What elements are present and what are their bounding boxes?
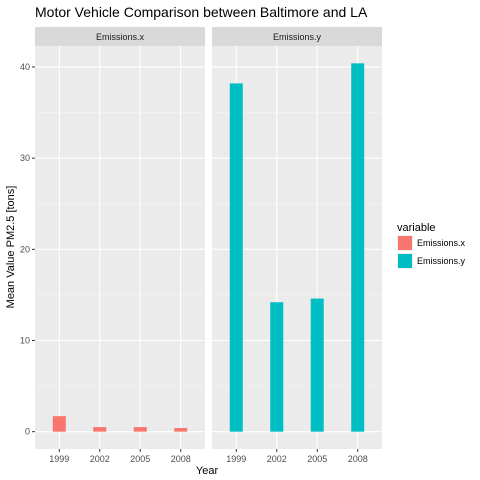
facet-strip — [35, 27, 205, 46]
y-tick-label: 30 — [20, 153, 30, 163]
bar — [270, 302, 284, 432]
facet-strip-label: Emissions.x — [96, 32, 145, 42]
x-tick-label: 2005 — [307, 454, 327, 464]
y-tick-label: 0 — [25, 427, 30, 437]
facet-panels: Emissions.x 1999 2002 2005 2008 Emissions.y 19… — [20, 27, 382, 464]
x-axis-title: Year — [196, 465, 219, 477]
x-tick-label: 2008 — [348, 454, 368, 464]
bar — [52, 416, 66, 432]
facet-strip-label: Emissions.y — [273, 32, 322, 42]
bar — [93, 427, 107, 432]
x-tick-label: 2008 — [171, 454, 191, 464]
legend-swatch — [398, 236, 412, 250]
facet-panel: Emissions.y 1999 2002 2005 2008 — [212, 27, 382, 464]
legend-swatch — [398, 254, 412, 268]
bar — [229, 83, 243, 432]
x-tick-label: 2005 — [130, 454, 150, 464]
x-tick-label: 2002 — [267, 454, 287, 464]
y-axis-title: Mean Value PM2.5 [tons] — [5, 186, 17, 309]
plot-panel — [35, 46, 205, 449]
x-tick-label: 2002 — [90, 454, 110, 464]
facet-panel: Emissions.x 1999 2002 2005 2008 — [35, 27, 205, 464]
legend-label: Emissions.y — [417, 256, 466, 266]
facet-strip — [212, 27, 382, 46]
y-tick-label: 10 — [20, 336, 30, 346]
bar — [133, 427, 147, 432]
legend-title: variable — [397, 222, 436, 234]
y-axis: 0 10 20 30 40 — [20, 62, 35, 437]
bar — [174, 428, 188, 432]
x-tick-label: 1999 — [226, 454, 246, 464]
y-tick-label: 40 — [20, 62, 30, 72]
bar — [351, 63, 365, 432]
x-tick-label: 1999 — [49, 454, 69, 464]
chart-title: Motor Vehicle Comparison between Baltimo… — [35, 4, 368, 20]
y-tick-label: 20 — [20, 244, 30, 254]
legend: variable Emissions.x Emissions.y — [397, 222, 466, 269]
bar — [310, 298, 324, 432]
legend-items: Emissions.x Emissions.y — [397, 235, 466, 269]
legend-label: Emissions.x — [417, 238, 466, 248]
